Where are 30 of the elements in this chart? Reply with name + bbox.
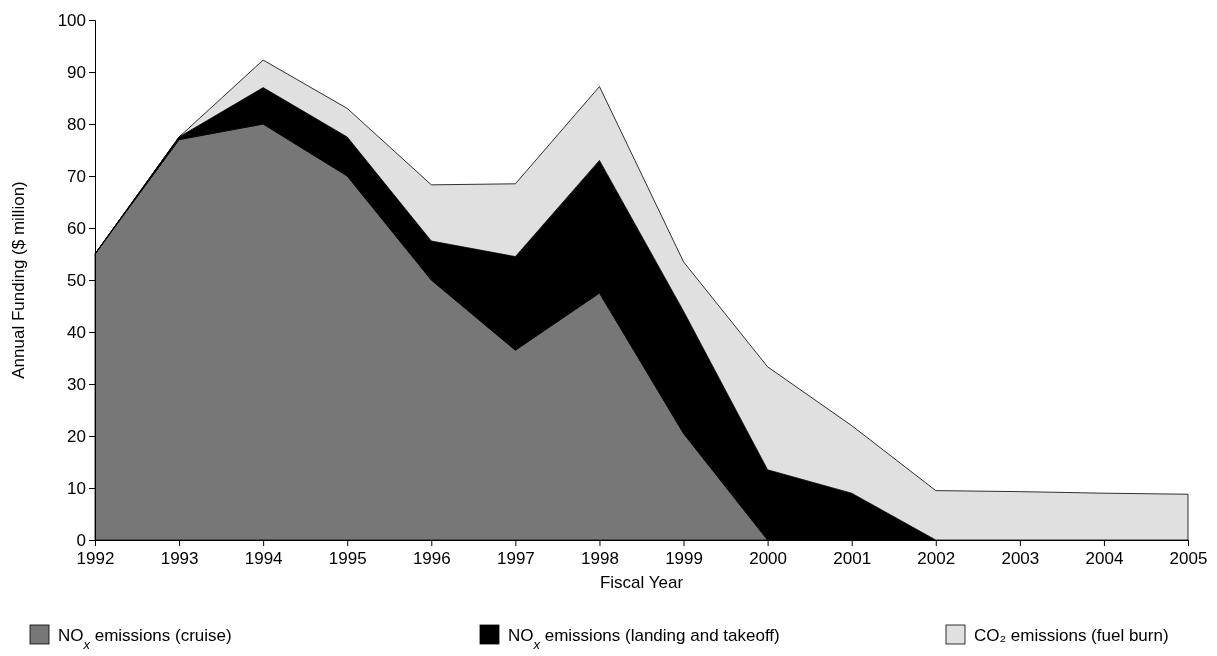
y-tick-label: 30 <box>67 374 86 394</box>
y-tick-label: 70 <box>67 166 86 186</box>
y-tick-label: 60 <box>67 218 86 238</box>
x-tick-label: 1993 <box>160 549 199 569</box>
x-tick-label: 2002 <box>917 549 956 569</box>
y-tick-label: 80 <box>67 114 86 134</box>
y-tick-label: 50 <box>67 270 86 290</box>
y-tick-label: 0 <box>76 530 86 550</box>
y-tick-label: 100 <box>57 10 86 30</box>
x-tick-label: 1999 <box>665 549 703 569</box>
x-tick-label: 1998 <box>581 549 619 569</box>
y-tick-label: 20 <box>67 426 86 446</box>
x-tick-label: 2005 <box>1169 549 1208 569</box>
x-tick-label: 2004 <box>1085 549 1124 569</box>
x-tick-label: 2000 <box>749 549 788 569</box>
x-tick-label: 1995 <box>328 549 367 569</box>
legend-label: NO$_{x}$ emissions (cruise) <box>58 626 232 652</box>
y-axis-title: Annual Funding ($ million) <box>9 181 28 379</box>
x-axis-title: Fiscal Year <box>599 573 684 592</box>
x-tick-label: 2003 <box>1001 549 1040 569</box>
legend-label: CO₂ emissions (fuel burn) <box>974 626 1169 645</box>
x-tick-label: 1997 <box>496 549 535 569</box>
x-tick-label: 1996 <box>412 549 451 569</box>
x-tick-label: 2001 <box>833 549 872 569</box>
y-tick-label: 90 <box>67 62 86 82</box>
x-tick-label: 1992 <box>76 549 115 569</box>
y-tick-label: 10 <box>67 478 86 498</box>
legend-label: NO$_{x}$ emissions (landing and takeoff) <box>508 626 780 652</box>
x-tick-label: 1994 <box>244 549 283 569</box>
y-tick-label: 40 <box>67 322 86 342</box>
